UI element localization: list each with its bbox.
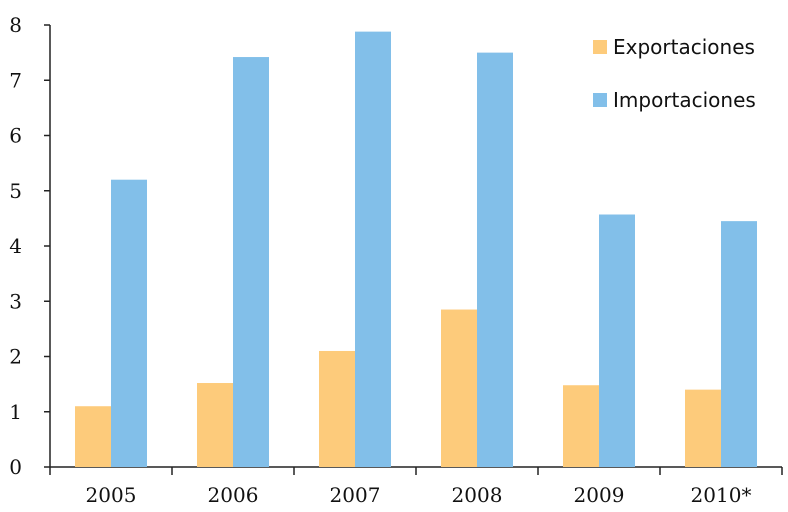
y-tick-label: 6 [9,124,22,148]
bar-importaciones-2005 [111,179,147,467]
bar-importaciones-2006 [233,57,269,468]
bar-importaciones-2009 [599,214,635,467]
legend-label-exportaciones: Exportaciones [613,35,755,59]
x-tick-label: 2006 [208,483,259,507]
y-tick-label: 3 [9,289,22,313]
y-tick-label: 5 [9,179,22,203]
bar-exportaciones-2007 [319,350,355,467]
y-tick-label: 4 [9,234,22,258]
x-tick-label: 2007 [330,483,381,507]
x-tick-label: 2009 [574,483,625,507]
bar-exportaciones-2009 [563,385,599,467]
bar-importaciones-2007 [355,31,391,467]
bar-exportaciones-2006 [197,383,233,467]
legend-label-importaciones: Importaciones [613,88,756,112]
legend-swatch-importaciones [593,93,607,107]
y-tick-label: 2 [9,345,22,369]
x-tick-label: 2005 [86,483,137,507]
x-tick-label: 2008 [452,483,503,507]
bar-importaciones-2010 [721,221,757,467]
bar-importaciones-2008 [477,52,513,467]
bar-exportaciones-2010 [685,389,721,467]
x-tick-label: 2010* [691,483,752,507]
y-tick-label: 0 [9,455,22,479]
y-tick-label: 1 [9,400,22,424]
y-tick-label: 8 [9,13,22,37]
y-tick-label: 7 [9,68,22,92]
legend-swatch-exportaciones [593,40,607,54]
bar-exportaciones-2008 [441,309,477,467]
bar-exportaciones-2005 [75,406,111,467]
